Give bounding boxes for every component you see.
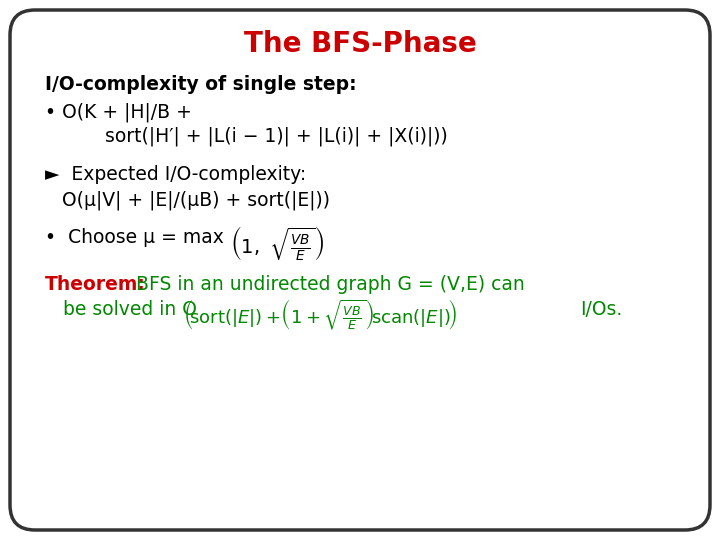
Text: Theorem:: Theorem: [45,275,146,294]
Text: •  Choose μ = max: • Choose μ = max [45,228,224,247]
Text: BFS in an undirected graph G = (V,E) can: BFS in an undirected graph G = (V,E) can [130,275,525,294]
Text: I/Os.: I/Os. [580,300,622,319]
Text: sort(|H′| + |L(i − 1)| + |L(i)| + |X(i)|)): sort(|H′| + |L(i − 1)| + |L(i)| + |X(i)|… [45,127,448,146]
Text: I/O-complexity of single step:: I/O-complexity of single step: [45,75,356,94]
Text: be solved in O: be solved in O [45,300,197,319]
Text: O(μ|V| + |E|/(μB) + sort(|E|)): O(μ|V| + |E|/(μB) + sort(|E|)) [62,190,330,210]
Text: • O(K + |H|/B +: • O(K + |H|/B + [45,102,192,122]
Text: ►  Expected I/O-complexity:: ► Expected I/O-complexity: [45,165,306,184]
Text: $\!\left(\!{\rm sort}(|E|) + \!\left(1 + \sqrt{\frac{VB}{E}}\right)\!{\rm scan}(: $\!\left(\!{\rm sort}(|E|) + \!\left(1 +… [185,297,457,332]
Text: The BFS-Phase: The BFS-Phase [243,30,477,58]
Text: $\left(1,\ \sqrt{\frac{VB}{E}}\right)$: $\left(1,\ \sqrt{\frac{VB}{E}}\right)$ [230,225,325,264]
FancyBboxPatch shape [10,10,710,530]
